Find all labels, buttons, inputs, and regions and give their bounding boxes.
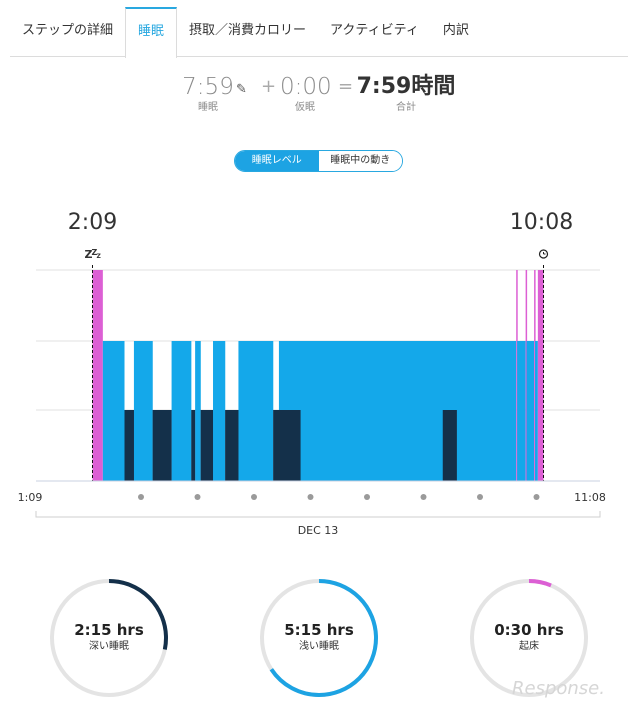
axis-tick-dot xyxy=(477,494,483,500)
tab-breakdown[interactable]: 内訳 xyxy=(442,23,469,38)
awake-label: 起床 xyxy=(519,641,539,652)
deep-sleep-label: 深い睡眠 xyxy=(89,641,129,652)
sleep-stage-bar xyxy=(537,270,544,481)
total-time-value: 7:59時間 xyxy=(356,74,456,99)
deep-sleep-bar xyxy=(152,410,172,481)
sleep-stage-bar xyxy=(526,341,535,481)
date-label: DEC 13 xyxy=(298,524,339,537)
deep-sleep-bar xyxy=(225,410,239,481)
zzz-icon: Z xyxy=(96,253,101,260)
axis-tick-dot xyxy=(307,494,314,500)
sleep-stage-bar xyxy=(133,341,153,481)
tab-activity[interactable]: アクティビティ xyxy=(330,23,419,38)
ring-progress-arc xyxy=(470,579,588,697)
deep-sleep-bar xyxy=(124,410,134,481)
ring-progress-arc xyxy=(50,579,168,697)
light-sleep-label: 浅い睡眠 xyxy=(299,641,339,652)
chart-mode-toggle: 睡眠レベル 睡眠中の動き xyxy=(234,150,403,172)
light-sleep-ring-graphic xyxy=(260,579,378,697)
nap-time-label: 仮眠 xyxy=(295,102,315,113)
axis-tick-dot xyxy=(251,494,257,500)
axis-start-label: 1:09 xyxy=(18,491,43,504)
axis-tick-dot xyxy=(138,494,144,500)
plus-sign: + xyxy=(261,76,277,97)
axis-tick-dot xyxy=(533,494,540,500)
light-sleep-value: 5:15 hrs xyxy=(284,621,354,639)
sleep-stage-bar xyxy=(92,270,103,481)
tab-step-details[interactable]: ステップの詳細 xyxy=(22,23,114,38)
tab-bar: ステップの詳細 睡眠 摂取／消費カロリー アクティビティ 内訳 xyxy=(10,7,628,58)
sleep-stage-chart: 2:09 10:08 Z Z Z 1:09 11:08 DEC 13 xyxy=(18,210,606,537)
deep-sleep-bar xyxy=(273,410,301,481)
light-sleep-ring: 5:15 hrs 浅い睡眠 xyxy=(259,578,379,698)
awake-ring-graphic xyxy=(470,579,588,697)
sleep-movement-toggle[interactable]: 睡眠中の動き xyxy=(318,151,402,171)
sleep-stage-bar xyxy=(195,341,201,481)
sleep-stage-bar xyxy=(525,270,528,481)
sleep-stage-bar xyxy=(517,341,526,481)
equals-sign: = xyxy=(338,76,354,97)
sleep-level-toggle[interactable]: 睡眠レベル xyxy=(235,151,319,171)
sleep-stage-bar xyxy=(535,341,538,481)
sleep-stage-bar xyxy=(278,341,517,481)
date-bracket xyxy=(35,511,601,518)
tab-calories[interactable]: 摂取／消費カロリー xyxy=(189,23,307,38)
sleep-time-label: 睡眠 xyxy=(198,102,218,113)
awake-ring: 0:30 hrs 起床 xyxy=(469,578,589,698)
axis-tick-dot xyxy=(194,494,201,500)
deep-sleep-bar xyxy=(442,410,457,481)
sleep-start-time: 2:09 xyxy=(68,210,117,235)
tab-sleep[interactable]: 睡眠 xyxy=(125,7,178,58)
deep-sleep-bar xyxy=(200,410,214,481)
nap-time-value: 0:00 xyxy=(280,74,332,100)
sleep-stage-bar xyxy=(238,341,274,481)
alarm-clock-icon xyxy=(538,249,549,259)
pencil-icon[interactable]: ✎ xyxy=(236,82,247,97)
nap-time-block: 0:00 仮眠 xyxy=(280,72,332,114)
zzz-icon: Z xyxy=(91,248,97,257)
awake-value: 0:30 hrs xyxy=(494,621,564,639)
sleep-summary: 7:59 睡眠 ✎ + 0:00 仮眠 = 7:59時間 合計 xyxy=(0,72,640,122)
ring-progress-arc xyxy=(260,579,378,697)
axis-tick-dot xyxy=(364,494,370,500)
total-time-block: 7:59時間 合計 xyxy=(356,72,456,114)
sleep-stage-bar xyxy=(213,341,226,481)
deep-sleep-ring-graphic xyxy=(50,579,168,697)
sleep-stage-bar xyxy=(534,270,536,481)
deep-sleep-ring: 2:15 hrs 深い睡眠 xyxy=(49,578,169,698)
sleep-stage-bar xyxy=(516,270,518,481)
sleep-stage-bar xyxy=(171,341,192,481)
deep-sleep-bar xyxy=(191,410,196,481)
deep-sleep-value: 2:15 hrs xyxy=(74,621,144,639)
sleep-time-block: 7:59 睡眠 xyxy=(180,72,236,114)
sleep-end-time: 10:08 xyxy=(510,210,573,235)
sleep-stage-bar xyxy=(102,341,125,481)
axis-end-label: 11:08 xyxy=(574,491,606,504)
axis-tick-dot xyxy=(420,494,427,500)
total-time-label: 合計 xyxy=(396,102,416,113)
sleep-time-value: 7:59 xyxy=(182,74,234,100)
watermark-logo: Response. xyxy=(512,678,605,699)
zzz-icon: Z xyxy=(84,248,92,261)
